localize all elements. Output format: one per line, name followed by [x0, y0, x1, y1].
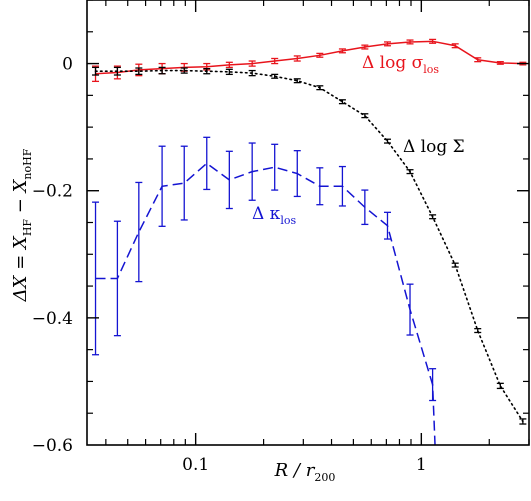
series-line-sigma-los	[95, 40, 523, 75]
series-line-sigma-surface	[94, 69, 524, 423]
y-tick-label: −0.2	[32, 182, 73, 202]
series-layer	[92, 38, 527, 446]
y-tick-label: −0.4	[32, 309, 73, 329]
series-kappa-los	[92, 136, 437, 446]
ticks-layer	[87, 0, 530, 445]
series-label-sigma-los: Δ log σlos	[362, 53, 439, 76]
y-tick-label: −0.6	[32, 436, 73, 456]
series-sigma-los	[92, 38, 527, 83]
series-label-sigma-surface: Δ log Σ	[403, 137, 465, 157]
series-label-kappa-los: Δ κlos	[252, 204, 296, 227]
series-line-kappa-los	[95, 162, 436, 446]
y-tick-label: 0	[62, 55, 73, 75]
plot-frame	[86, 0, 530, 446]
x-tick-label: 1	[416, 455, 427, 475]
tick-labels: 0.1 1 0 −0.2 −0.4 −0.6	[32, 55, 427, 475]
series-sigma-surface	[92, 66, 527, 425]
x-axis-title: R / r200	[274, 460, 336, 484]
y-axis-title: ΔX = XHF − XnoHF	[10, 148, 34, 302]
x-tick-label: 0.1	[182, 455, 209, 475]
